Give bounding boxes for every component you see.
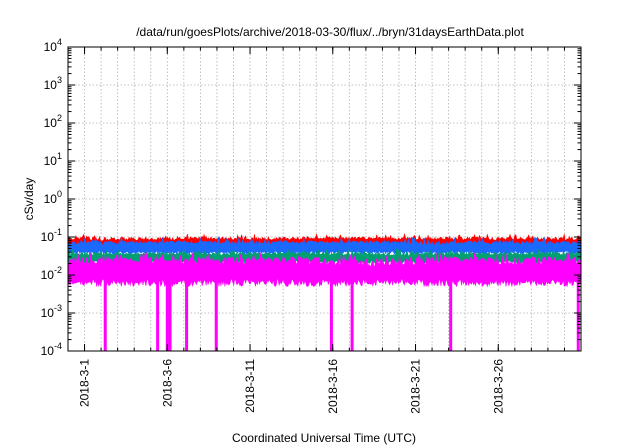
y-tick-label: 100 bbox=[44, 189, 62, 206]
x-tick-label: 2018-3-26 bbox=[491, 359, 505, 414]
y-tick-label: 104 bbox=[44, 37, 62, 54]
dropout-spike bbox=[103, 260, 107, 351]
x-tick-label: 2018-3-11 bbox=[243, 359, 257, 413]
x-tick-label: 2018-3-6 bbox=[160, 359, 174, 407]
y-tick-label: 103 bbox=[44, 75, 62, 92]
axes: 10-4 10-3 10-2 10-1 100 101 102 103 104 2018-3-1 2… bbox=[41, 37, 581, 414]
y-tick-label: 10-4 bbox=[41, 341, 62, 358]
y-axis-label: cSv/day bbox=[22, 178, 36, 221]
dropout-spike bbox=[156, 260, 160, 351]
dropout-spike bbox=[168, 260, 172, 351]
y-tick-label: 10-2 bbox=[41, 265, 62, 282]
dropout-spike bbox=[185, 260, 189, 351]
chart-title: /data/run/goesPlots/archive/2018-03-30/f… bbox=[136, 25, 524, 39]
dropout-spike bbox=[576, 260, 580, 351]
y-tick-label: 10-3 bbox=[41, 303, 62, 320]
plot-area bbox=[67, 233, 582, 351]
dropout-spike bbox=[449, 260, 453, 351]
x-tick-label: 2018-3-21 bbox=[409, 359, 423, 414]
y-tick-label: 101 bbox=[44, 151, 62, 168]
dropout-spike bbox=[214, 260, 218, 351]
dropout-spike bbox=[165, 260, 169, 351]
x-tick-label: 2018-3-1 bbox=[78, 359, 92, 407]
x-tick-label: 2018-3-16 bbox=[326, 359, 340, 414]
grid bbox=[68, 46, 581, 352]
dropout-spike bbox=[350, 260, 354, 351]
y-tick-label: 10-1 bbox=[41, 227, 62, 244]
x-axis-label: Coordinated Universal Time (UTC) bbox=[232, 431, 416, 445]
y-tick-label: 102 bbox=[44, 113, 62, 130]
dropout-spike bbox=[329, 260, 333, 351]
